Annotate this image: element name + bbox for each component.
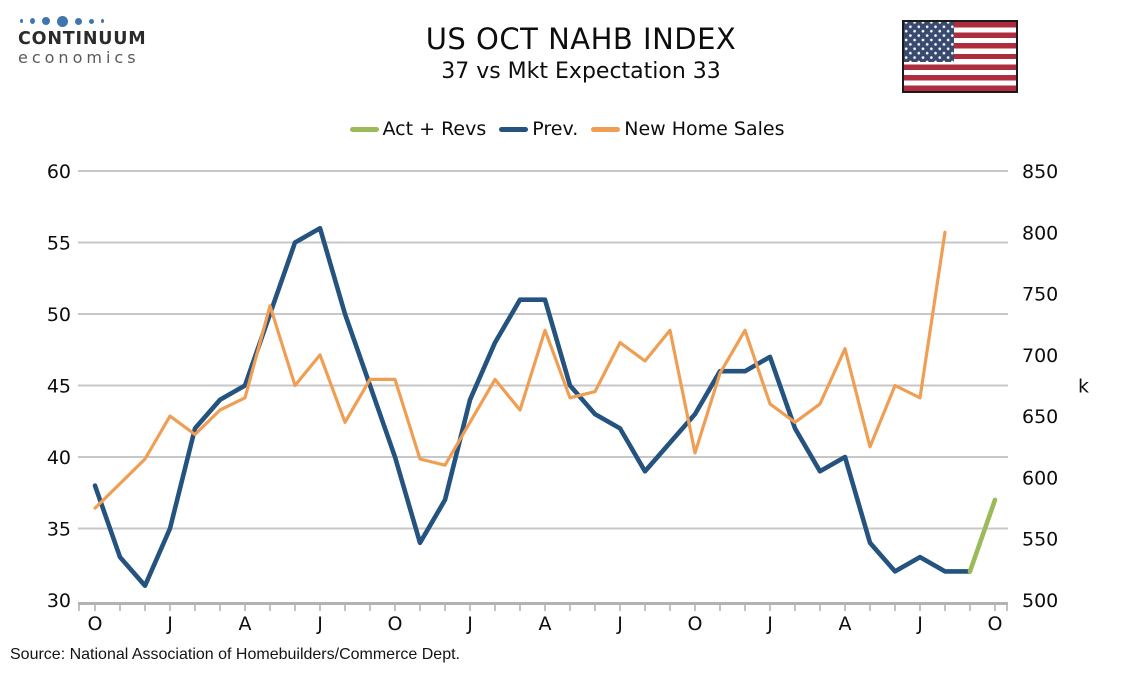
x-tick-label: O xyxy=(988,613,1003,635)
logo-dot xyxy=(42,17,50,25)
y-right-tick-label: 700 xyxy=(1022,345,1058,367)
legend-item-act-revs: Act + Revs xyxy=(349,118,487,140)
x-tick-label: J xyxy=(316,613,323,635)
brand-name: CONTINUUM xyxy=(18,29,147,49)
series-line-new-home-sales xyxy=(93,230,947,510)
legend-swatch-prev xyxy=(499,126,529,132)
series-line-act-revs xyxy=(967,497,998,574)
x-tick-label: J xyxy=(916,613,923,635)
x-tick-label: A xyxy=(539,613,552,635)
legend: Act + Revs Prev. New Home Sales xyxy=(0,118,1134,140)
logo-dot xyxy=(57,15,68,27)
chart-subtitle: 37 vs Mkt Expectation 33 xyxy=(441,59,721,84)
y-left-tick-label: 30 xyxy=(47,590,71,612)
legend-swatch-new-home-sales xyxy=(591,126,621,132)
logo-dot xyxy=(20,19,23,23)
logo-dot xyxy=(30,18,35,24)
x-tick-label: J xyxy=(166,613,173,635)
y-right-tick-label: 600 xyxy=(1022,467,1058,489)
y-left-tick-label: 35 xyxy=(47,519,71,541)
legend-label-act-revs: Act + Revs xyxy=(382,118,487,140)
y-right-tick-label: 550 xyxy=(1022,529,1058,551)
y-left-tick-label: 60 xyxy=(47,161,71,183)
y-left-tick-label: 50 xyxy=(47,304,71,326)
x-tick-label: O xyxy=(388,613,403,635)
x-tick-label: J xyxy=(766,613,773,635)
chart-title: US OCT NAHB INDEX xyxy=(425,22,737,56)
y-left-tick-label: 55 xyxy=(47,233,71,255)
y-right-tick-label: 500 xyxy=(1022,590,1058,612)
logo-dot xyxy=(75,17,82,25)
logo-dot xyxy=(101,19,104,23)
x-tick-label: J xyxy=(616,613,623,635)
legend-label-new-home-sales: New Home Sales xyxy=(624,118,785,140)
x-tick-label: O xyxy=(88,613,103,635)
us-flag-icon xyxy=(902,20,1018,93)
y-right-tick-label: 650 xyxy=(1022,406,1058,428)
x-tick-label: J xyxy=(466,613,473,635)
y-right-tick-label: 800 xyxy=(1022,222,1058,244)
y-right-tick-label: 750 xyxy=(1022,284,1058,306)
brand-subtitle: economics xyxy=(18,47,140,67)
y-right-unit-label: k xyxy=(1078,376,1089,398)
logo-dot xyxy=(89,18,94,24)
us-flag-canton xyxy=(904,22,954,62)
title-block: US OCT NAHB INDEX 37 vs Mkt Expectation … xyxy=(14,22,1134,84)
x-tick-label: O xyxy=(688,613,703,635)
x-tick-label: A xyxy=(839,613,852,635)
legend-label-prev: Prev. xyxy=(532,118,579,140)
y-left-tick-label: 45 xyxy=(47,376,71,398)
series-line-prev- xyxy=(92,225,973,588)
source-note: Source: National Association of Homebuil… xyxy=(10,646,460,663)
logo-dots-icon xyxy=(20,14,168,28)
y-left-tick-label: 40 xyxy=(47,447,71,469)
legend-swatch-act-revs xyxy=(349,126,379,132)
legend-item-prev: Prev. xyxy=(499,118,578,140)
legend-item-new-home-sales: New Home Sales xyxy=(591,118,784,140)
x-tick-label: A xyxy=(239,613,252,635)
y-right-tick-label: 850 xyxy=(1022,161,1058,183)
continuum-logo: CONTINUUM economics xyxy=(18,12,168,67)
